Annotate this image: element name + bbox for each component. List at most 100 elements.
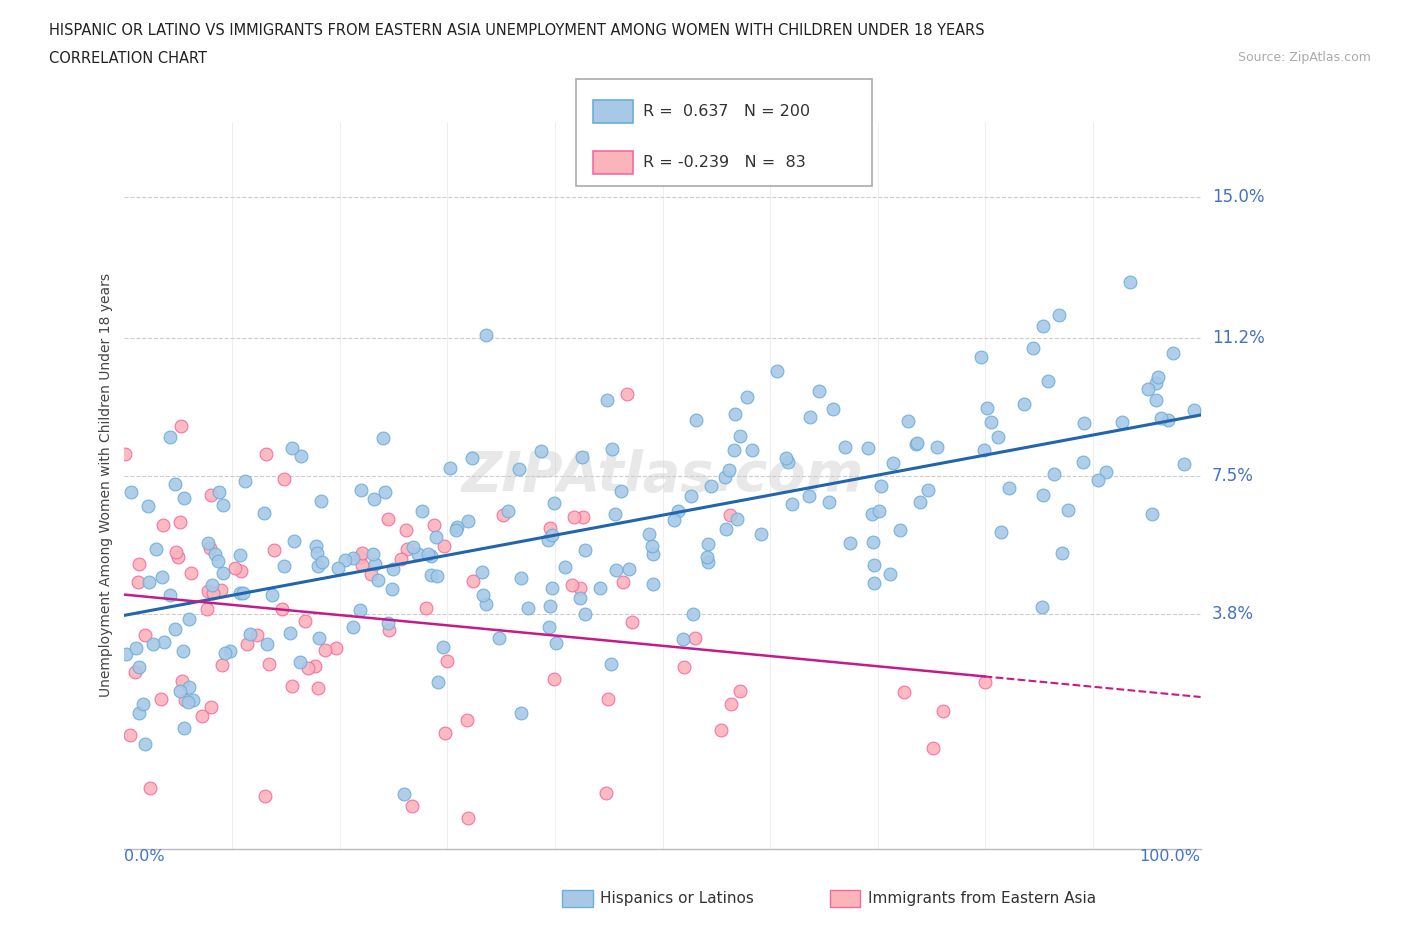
Point [163,621,186,636]
Point [382,562,405,577]
Point [1049,308,1071,323]
Point [710,723,733,737]
Point [214,645,236,660]
Point [364,556,387,571]
Point [350,483,373,498]
Point [218,644,240,658]
Point [153,635,176,650]
Point [191,709,214,724]
Point [224,561,246,576]
Point [976,400,998,415]
Point [1144,376,1167,391]
Point [537,533,560,548]
Point [239,626,262,641]
Point [685,413,707,428]
Point [862,507,884,522]
Point [211,498,233,512]
Point [114,446,136,461]
Point [200,540,222,555]
Point [169,684,191,698]
Point [987,430,1010,445]
Point [170,673,193,688]
Point [197,536,219,551]
Point [290,448,312,463]
Point [546,636,568,651]
Point [917,482,939,497]
Point [134,628,156,643]
Point [970,349,993,364]
Point [782,497,804,512]
Point [325,641,347,656]
Point [543,496,565,511]
Point [169,514,191,529]
Point [882,456,904,471]
Point [363,492,385,507]
Point [307,681,329,696]
Point [401,798,423,813]
Point [461,451,484,466]
Point [177,695,200,710]
Point [818,494,841,509]
Point [922,740,945,755]
Point [128,659,150,674]
Point [714,470,737,485]
Point [1146,370,1168,385]
Point [433,725,456,740]
Point [260,588,283,603]
Point [389,551,412,566]
Point [723,442,745,457]
Point [229,585,252,600]
Point [932,703,955,718]
Point [664,512,686,527]
Y-axis label: Unemployment Among Women with Children Under 18 years: Unemployment Among Women with Children U… [100,273,114,698]
Point [432,640,454,655]
Point [1073,416,1095,431]
Point [475,597,498,612]
Point [509,706,531,721]
Point [672,631,695,646]
Point [406,547,429,562]
Point [530,443,553,458]
Point [342,619,364,634]
Point [589,580,612,595]
Point [1095,465,1118,480]
Point [749,526,772,541]
Point [377,616,399,631]
Text: 7.5%: 7.5% [1212,467,1254,485]
Point [610,484,633,498]
Point [236,636,259,651]
Point [202,585,225,600]
Point [543,672,565,687]
Point [1163,346,1185,361]
Point [1032,487,1054,502]
Point [730,429,752,444]
Point [697,537,720,551]
Point [273,472,295,486]
Point [423,518,446,533]
Point [457,513,479,528]
Point [537,620,560,635]
Point [540,527,562,542]
Point [776,454,799,469]
Point [1031,600,1053,615]
Point [228,548,250,563]
Point [172,644,194,658]
Point [211,565,233,580]
Point [349,603,371,618]
Point [166,550,188,565]
Point [554,560,576,575]
Point [821,402,844,417]
Point [1032,319,1054,334]
Point [598,692,620,707]
Point [737,390,759,405]
Point [139,781,162,796]
Point [246,627,269,642]
Point [1056,502,1078,517]
Point [152,517,174,532]
Point [617,562,640,577]
Point [925,439,948,454]
Point [420,567,443,582]
Point [416,547,439,562]
Point [1036,374,1059,389]
Point [620,615,643,630]
